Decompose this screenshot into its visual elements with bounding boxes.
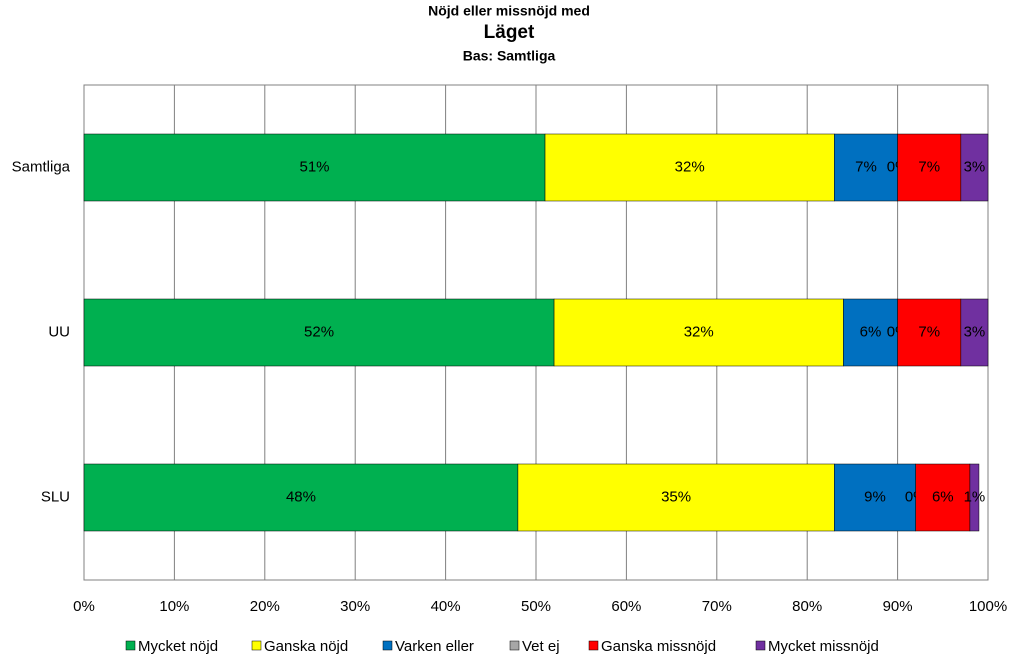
- data-label: 1%: [964, 488, 986, 505]
- bar-segment: [960, 298, 989, 367]
- x-tick-label: 80%: [792, 598, 822, 615]
- y-tick-label: Samtliga: [12, 158, 71, 175]
- data-label: 32%: [684, 323, 714, 340]
- bar-segment: [83, 298, 555, 367]
- data-label: 6%: [860, 323, 882, 340]
- legend-swatch: [251, 640, 262, 651]
- chart-caption: Bas: Samtliga: [463, 48, 556, 64]
- bar-segment: [83, 133, 546, 202]
- x-tick-label: 70%: [702, 598, 732, 615]
- bar-segment: [834, 463, 916, 532]
- data-label: 9%: [864, 488, 886, 505]
- data-label: 32%: [675, 158, 705, 175]
- legend-swatch: [588, 640, 599, 651]
- data-label: 7%: [918, 323, 940, 340]
- bar-segment: [553, 298, 844, 367]
- legend-label: Mycket missnöjd: [768, 638, 879, 655]
- y-tick-label: SLU: [41, 488, 70, 505]
- x-tick-label: 10%: [159, 598, 189, 615]
- y-tick-label: UU: [48, 323, 70, 340]
- x-tick-label: 90%: [883, 598, 913, 615]
- x-tick-label: 40%: [431, 598, 461, 615]
- x-tick-label: 30%: [340, 598, 370, 615]
- legend-label: Varken eller: [395, 638, 474, 655]
- bar-segment: [897, 298, 962, 367]
- bar-segment: [915, 463, 971, 532]
- x-tick-label: 100%: [969, 598, 1007, 615]
- x-tick-label: 50%: [521, 598, 551, 615]
- x-tick-label: 0%: [73, 598, 95, 615]
- data-label: 35%: [661, 488, 691, 505]
- legend-swatch: [382, 640, 393, 651]
- data-label: 48%: [286, 488, 316, 505]
- bar-segment: [960, 133, 989, 202]
- bar-segment: [517, 463, 835, 532]
- bar-segment: [83, 463, 519, 532]
- data-label: 7%: [918, 158, 940, 175]
- data-label: 7%: [855, 158, 877, 175]
- legend-label: Vet ej: [522, 638, 560, 655]
- data-label: 3%: [964, 158, 986, 175]
- x-tick-label: 20%: [250, 598, 280, 615]
- legend-swatch: [509, 640, 520, 651]
- bar-segment: [544, 133, 835, 202]
- data-label: 6%: [932, 488, 954, 505]
- chart-subtitle: Läget: [484, 22, 535, 43]
- data-label: 3%: [964, 323, 986, 340]
- data-label: 51%: [300, 158, 330, 175]
- legend-swatch: [755, 640, 766, 651]
- legend-swatch: [125, 640, 136, 651]
- bar-segment: [969, 463, 980, 532]
- data-label: 52%: [304, 323, 334, 340]
- bar-segment: [843, 298, 898, 367]
- legend-label: Mycket nöjd: [138, 638, 218, 655]
- x-tick-label: 60%: [611, 598, 641, 615]
- legend-label: Ganska missnöjd: [601, 638, 716, 655]
- chart-title: Nöjd eller missnöjd med: [428, 3, 590, 19]
- legend-label: Ganska nöjd: [264, 638, 348, 655]
